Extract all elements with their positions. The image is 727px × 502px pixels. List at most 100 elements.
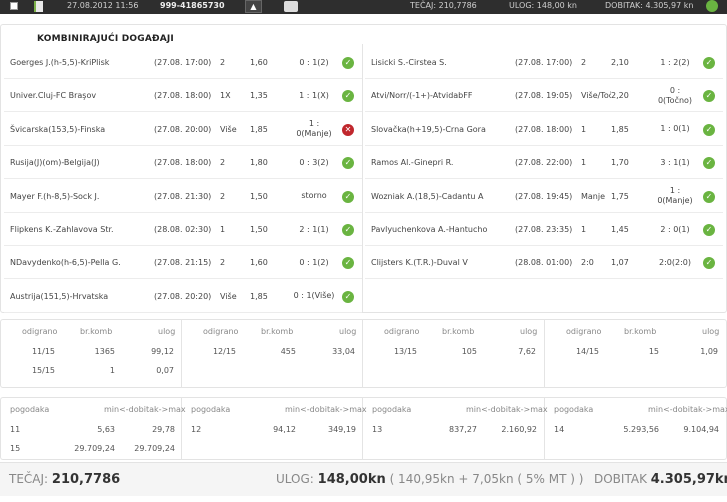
match-result: 2 : 0(1): [647, 213, 703, 246]
table-cell: 12/15: [212, 347, 236, 356]
match-date: (27.08. 17:00): [154, 58, 212, 67]
table-cell: 29.709,24: [134, 444, 175, 453]
match-name: Pavlyuchenkova A.-Hantucho: [371, 225, 488, 234]
check-icon: ✓: [703, 123, 715, 136]
collapse-up-icon[interactable]: ▲: [245, 0, 262, 13]
check-icon: ✓: [703, 90, 715, 103]
ticket-datetime: 27.08.2012 11:56: [67, 1, 139, 10]
panel-title: KOMBINIRAJUĆI DOGAĐAJI: [37, 34, 174, 44]
match-row[interactable]: Atvi/Norr/(-1+)-AtvidabFF (27.08. 19:05) V…: [365, 79, 723, 113]
footer-ulog: ULOG: 148,00kn ( 140,95kn + 7,05kn ( 5% …: [276, 472, 584, 487]
match-row[interactable]: Slovačka(h+19,5)-Crna Gora (27.08. 18:00)…: [365, 113, 723, 146]
column-header: min<-dobitak->max: [285, 405, 367, 414]
table-cell: 11/15: [31, 347, 55, 356]
table-cell: 29.709,24: [74, 444, 115, 453]
match-result-line: 0 : 1(2): [299, 257, 329, 267]
match-name: Atvi/Norr/(-1+)-AtvidabFF: [371, 91, 473, 101]
table-cell: 14/15: [575, 347, 599, 356]
match-result-line: 2 : 1(1): [299, 224, 329, 234]
match-odds: 1,45: [611, 225, 629, 234]
footer-ulog-value: 148,00kn: [317, 472, 386, 487]
match-result-line: 0 :: [669, 85, 681, 95]
select-checkbox[interactable]: [10, 2, 18, 10]
match-result: 0 : 1(Više): [286, 280, 342, 313]
match-date: (27.08. 21:15): [154, 258, 212, 268]
match-result-line: 2 : 0(1): [660, 224, 690, 234]
table-cell: 0,07: [156, 366, 174, 375]
table-cell: 99,12: [151, 347, 174, 356]
match-row[interactable]: Univer.Cluj-FC Braşov (27.08. 18:00) 1X 1,3…: [4, 79, 362, 113]
column-header: br.komb: [624, 327, 657, 336]
match-odds: 1,50: [250, 225, 268, 234]
check-icon: ✓: [342, 90, 354, 103]
print-icon[interactable]: [284, 1, 298, 12]
match-result-line: 1 : 0(1): [660, 124, 690, 134]
match-date: (28.08. 01:00): [515, 258, 573, 268]
match-result: 0 :0(Točno): [647, 79, 703, 112]
match-row[interactable]: Rusija(J)(om)-Belgija(J) (27.08. 18:00) 2 1…: [4, 146, 362, 180]
column-header: pogodaka: [554, 405, 594, 414]
match-name: Flipkens K.-Zahlavova Str.: [10, 225, 114, 234]
column-header: br.komb: [261, 327, 294, 336]
column-header: ulog: [158, 327, 176, 336]
check-icon: ✓: [703, 190, 715, 203]
match-row[interactable]: Lisicki S.-Cirstea S. (27.08. 17:00) 2 2,10…: [365, 46, 723, 79]
match-tip: 2: [581, 58, 587, 67]
column-divider: [362, 44, 363, 312]
match-row[interactable]: Mayer F.(h-8,5)-Sock J. (27.08. 21:30) 2 1,…: [4, 180, 362, 213]
match-result-line: 0(Manje): [296, 129, 332, 139]
match-odds: 1,60: [250, 58, 268, 67]
match-row[interactable]: Ramos Al.-Ginepri R. (27.08. 22:00) 1 1,70 3…: [365, 146, 723, 180]
check-icon: ✓: [342, 290, 354, 303]
match-date: (27.08. 20:20): [154, 291, 212, 301]
column-header: odigrano: [566, 327, 602, 336]
column-header: pogodaka: [191, 405, 231, 414]
match-result: 1 :0(Manje): [286, 113, 342, 146]
match-row[interactable]: NDavydenko(h-6,5)-Pella G. (27.08. 21:15)…: [4, 246, 362, 280]
table-cell: 9.104,94: [683, 425, 719, 434]
document-icon[interactable]: [34, 1, 43, 12]
column-header: min<-dobitak->max: [466, 405, 548, 414]
header-dobitak: DOBITAK: 4.305,97 kn: [605, 1, 694, 10]
match-row[interactable]: Švicarska(153,5)-Finska (27.08. 20:00) Viš…: [4, 113, 362, 146]
match-tip: 1: [581, 124, 587, 134]
table-cell: 2.160,92: [501, 425, 537, 434]
section-divider: [362, 397, 363, 460]
check-icon: ✓: [342, 190, 354, 203]
match-row[interactable]: Wozniak A.(18,5)-Cadantu A (27.08. 19:45)…: [365, 180, 723, 213]
match-odds: 1,80: [250, 158, 268, 168]
match-name: Rusija(J)(om)-Belgija(J): [10, 158, 100, 168]
match-result-line: 0 : 1(Više): [293, 291, 335, 301]
footer-tecaj: TEČAJ: 210,7786: [9, 472, 121, 487]
match-odds: 1,60: [250, 258, 268, 268]
match-row[interactable]: Austrija(151,5)-Hrvatska (27.08. 20:20) Vi…: [4, 280, 362, 313]
match-date: (27.08. 22:00): [515, 158, 573, 168]
check-icon: ✓: [342, 157, 354, 170]
match-result-line: 1 :: [669, 186, 681, 196]
table-cell: 349,19: [328, 425, 356, 434]
match-date: (27.08. 18:00): [154, 158, 212, 168]
table-cell: 11: [10, 425, 21, 434]
match-date: (27.08. 18:00): [154, 91, 212, 101]
table-cell: 1365: [94, 347, 115, 356]
table-cell: 14: [554, 425, 565, 434]
match-row[interactable]: Goerges J.(h-5,5)-KriPlisk (27.08. 17:00)…: [4, 46, 362, 79]
match-odds: 1,50: [250, 191, 268, 201]
section-divider: [181, 397, 182, 460]
table-cell: 105: [461, 347, 477, 356]
match-result: 1 : 2(2): [647, 46, 703, 79]
match-result-line: 3 : 1(1): [660, 157, 690, 167]
match-result-line: storno: [301, 191, 327, 201]
table-cell: 5.293,56: [623, 425, 659, 434]
match-date: (27.08. 17:00): [515, 58, 573, 67]
table-cell: 15: [648, 347, 659, 356]
match-odds: 1,85: [250, 124, 268, 134]
match-result: 0 : 1(2): [286, 46, 342, 79]
match-row[interactable]: Clijsters K.(T.R.)-Duval V (28.08. 01:00)…: [365, 246, 723, 280]
column-header: pogodaka: [372, 405, 412, 414]
match-tip: Više: [220, 291, 237, 301]
column-header: br.komb: [80, 327, 113, 336]
match-row[interactable]: Flipkens K.-Zahlavova Str. (28.08. 02:30)…: [4, 213, 362, 246]
match-row[interactable]: Pavlyuchenkova A.-Hantucho (27.08. 23:35)…: [365, 213, 723, 246]
table-cell: 15/15: [31, 366, 55, 375]
